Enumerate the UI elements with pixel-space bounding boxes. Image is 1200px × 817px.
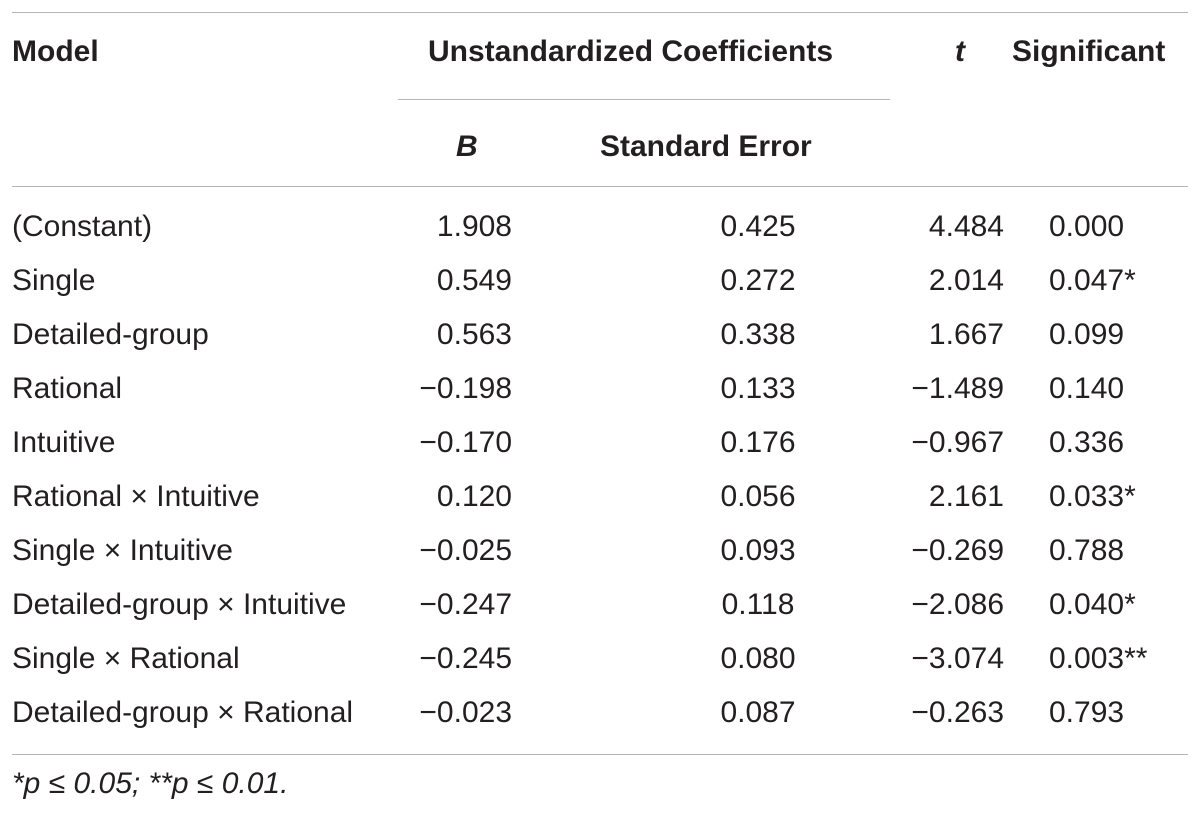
table-row: Intuitive −0.170 0.176 −0.967 0.336	[0, 416, 1200, 470]
standard-error-cell: 0.093	[720, 534, 796, 567]
table-row: Detailed-group × Rational −0.023 0.087 −…	[0, 686, 1200, 740]
model-cell: Single	[12, 264, 96, 297]
model-cell: Detailed-group × Rational	[12, 696, 354, 729]
model-cell: Rational × Intuitive	[12, 480, 260, 513]
significance-cell: 0.099	[1049, 318, 1125, 351]
b-cell: −0.198	[419, 372, 512, 405]
standard-error-cell: 0.133	[720, 372, 796, 405]
b-cell: −0.170	[419, 426, 512, 459]
b-cell: 1.908	[436, 210, 512, 243]
t-cell: −3.074	[911, 642, 1004, 675]
standard-error-cell: 0.272	[720, 264, 796, 297]
header-unstandardized-coefficients: Unstandardized Coefficients	[428, 35, 834, 68]
significance-cell: 0.788	[1049, 534, 1125, 567]
table-row: Detailed-group 0.563 0.338 1.667 0.099	[0, 308, 1200, 362]
t-cell: −0.269	[911, 534, 1004, 567]
top-rule	[12, 12, 1188, 13]
table-row: Single 0.549 0.272 2.014 0.047*	[0, 254, 1200, 308]
b-cell: 0.549	[436, 264, 512, 297]
t-cell: −1.489	[911, 372, 1004, 405]
standard-error-cell: 0.087	[720, 696, 796, 729]
header-b: B	[456, 130, 478, 163]
significance-cell: 0.040*	[1049, 588, 1136, 621]
model-cell: (Constant)	[12, 210, 153, 243]
header-standard-error: Standard Error	[600, 130, 812, 163]
significance-cell: 0.047*	[1049, 264, 1136, 297]
header-model: Model	[12, 35, 99, 68]
header-t: t	[955, 35, 965, 68]
model-cell: Single × Rational	[12, 642, 240, 675]
t-cell: 2.014	[928, 264, 1004, 297]
t-cell: −2.086	[911, 588, 1004, 621]
t-cell: 2.161	[928, 480, 1004, 513]
model-cell: Detailed-group	[12, 318, 209, 351]
table-row: Detailed-group × Intuitive −0.247 0.118 …	[0, 578, 1200, 632]
b-cell: −0.023	[419, 696, 512, 729]
standard-error-cell: 0.118	[721, 588, 795, 621]
header-bottom-rule	[12, 186, 1188, 187]
model-cell: Intuitive	[12, 426, 116, 459]
bottom-rule	[12, 754, 1188, 755]
table-row: Single × Rational −0.245 0.080 −3.074 0.…	[0, 632, 1200, 686]
significance-cell: 0.003**	[1049, 642, 1148, 675]
model-cell: Detailed-group × Intuitive	[12, 588, 347, 621]
header-significant: Significant	[1012, 35, 1166, 68]
t-cell: −0.263	[911, 696, 1004, 729]
b-cell: −0.025	[419, 534, 512, 567]
model-cell: Single × Intuitive	[12, 534, 233, 567]
b-cell: 0.563	[436, 318, 512, 351]
significance-cell: 0.336	[1049, 426, 1125, 459]
b-cell: 0.120	[436, 480, 512, 513]
t-cell: 4.484	[928, 210, 1004, 243]
table-row: Rational × Intuitive 0.120 0.056 2.161 0…	[0, 470, 1200, 524]
b-cell: −0.245	[419, 642, 512, 675]
table-row: Rational −0.198 0.133 −1.489 0.140	[0, 362, 1200, 416]
t-cell: 1.667	[928, 318, 1004, 351]
t-cell: −0.967	[911, 426, 1004, 459]
significance-cell: 0.033*	[1049, 480, 1136, 513]
table-row: Single × Intuitive −0.025 0.093 −0.269 0…	[0, 524, 1200, 578]
standard-error-cell: 0.425	[720, 210, 796, 243]
significance-cell: 0.140	[1049, 372, 1125, 405]
coefficients-subrule	[398, 99, 890, 100]
model-cell: Rational	[12, 372, 123, 405]
significance-cell: 0.000	[1049, 210, 1125, 243]
standard-error-cell: 0.176	[720, 426, 796, 459]
significance-cell: 0.793	[1049, 696, 1125, 729]
standard-error-cell: 0.056	[720, 480, 796, 513]
table-row: (Constant) 1.908 0.425 4.484 0.000	[0, 200, 1200, 254]
standard-error-cell: 0.080	[720, 642, 796, 675]
table-footnote: *p ≤ 0.05; **p ≤ 0.01.	[12, 767, 289, 800]
standard-error-cell: 0.338	[720, 318, 796, 351]
b-cell: −0.247	[419, 588, 512, 621]
